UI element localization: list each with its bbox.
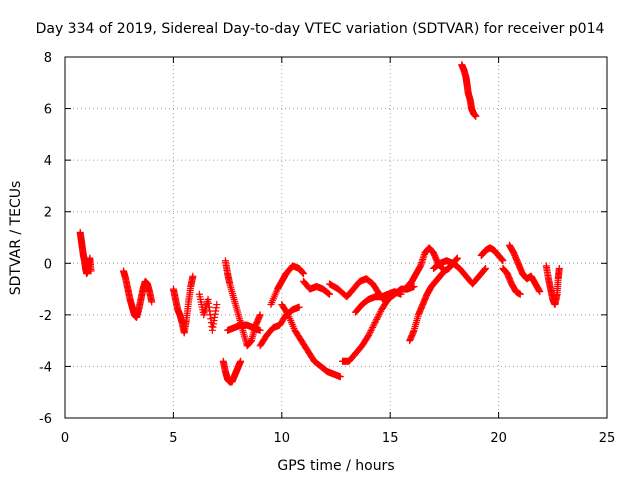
x-axis-label: GPS time / hours (277, 458, 394, 474)
chart-title: Day 334 of 2019, Sidereal Day-to-day VTE… (36, 21, 605, 37)
data-point-marker (472, 112, 480, 120)
data-point-marker (336, 373, 344, 381)
data-point-marker (372, 317, 380, 325)
data-point-marker (283, 310, 291, 318)
data-point-marker (87, 267, 95, 275)
y-axis-label: SDTVAR / TECUs (8, 181, 24, 296)
x-tick-label: 20 (490, 431, 507, 446)
x-tick-label: 5 (169, 431, 177, 446)
data-point-marker (237, 357, 245, 365)
data-point-marker (365, 331, 373, 339)
data-point-marker (375, 311, 383, 319)
y-tick-labels: -6 -4 -2 0 2 4 6 8 (39, 51, 52, 427)
data-point-marker (371, 319, 379, 327)
data-point-marker (481, 265, 489, 273)
data-point-marker (536, 288, 544, 296)
data-point-marker (148, 298, 156, 306)
data-point-marker (373, 315, 381, 323)
x-tick-label: 10 (274, 431, 291, 446)
x-tick-label: 15 (382, 431, 399, 446)
data-point-marker (499, 257, 507, 265)
data-point-marker (295, 303, 303, 311)
data-point-marker (299, 270, 307, 278)
data-point-marker (368, 325, 376, 333)
data-point-marker (189, 272, 197, 280)
data-point-marker (555, 264, 563, 272)
data-point-marker (373, 314, 381, 322)
data-point-marker (324, 289, 332, 297)
axis-ticks (64, 56, 608, 419)
data-point-marker (516, 290, 524, 298)
y-tick-label: -6 (39, 412, 52, 427)
plot-frame (64, 56, 608, 419)
y-tick-label: 4 (44, 154, 52, 169)
data-point-marker (256, 311, 264, 319)
grid-lines (65, 57, 607, 418)
data-point-marker (453, 254, 461, 262)
data-point-marker (256, 326, 264, 334)
data-points (76, 61, 563, 386)
x-tick-label: 25 (599, 431, 616, 446)
y-tick-label: 0 (44, 257, 52, 272)
y-tick-label: 8 (44, 51, 52, 66)
data-point-marker (367, 327, 375, 335)
data-point-marker (376, 309, 384, 317)
data-point-marker (325, 290, 333, 298)
y-tick-label: 2 (44, 206, 52, 221)
data-point-marker (482, 264, 490, 272)
data-point-marker (397, 290, 405, 298)
data-point-marker (213, 301, 221, 309)
x-tick-labels: 0 5 10 15 20 25 (61, 431, 615, 446)
data-point-marker (370, 320, 378, 328)
y-tick-label: 6 (44, 103, 52, 118)
data-point-marker (366, 328, 374, 336)
x-tick-label: 0 (61, 431, 69, 446)
data-point-marker (369, 323, 377, 331)
y-tick-label: -4 (39, 360, 52, 375)
data-point-marker (410, 282, 418, 290)
data-point-marker (374, 312, 382, 320)
data-point-marker (369, 322, 377, 330)
data-point-marker (365, 330, 373, 338)
data-point-marker (325, 290, 333, 298)
y-tick-label: -2 (39, 309, 52, 324)
